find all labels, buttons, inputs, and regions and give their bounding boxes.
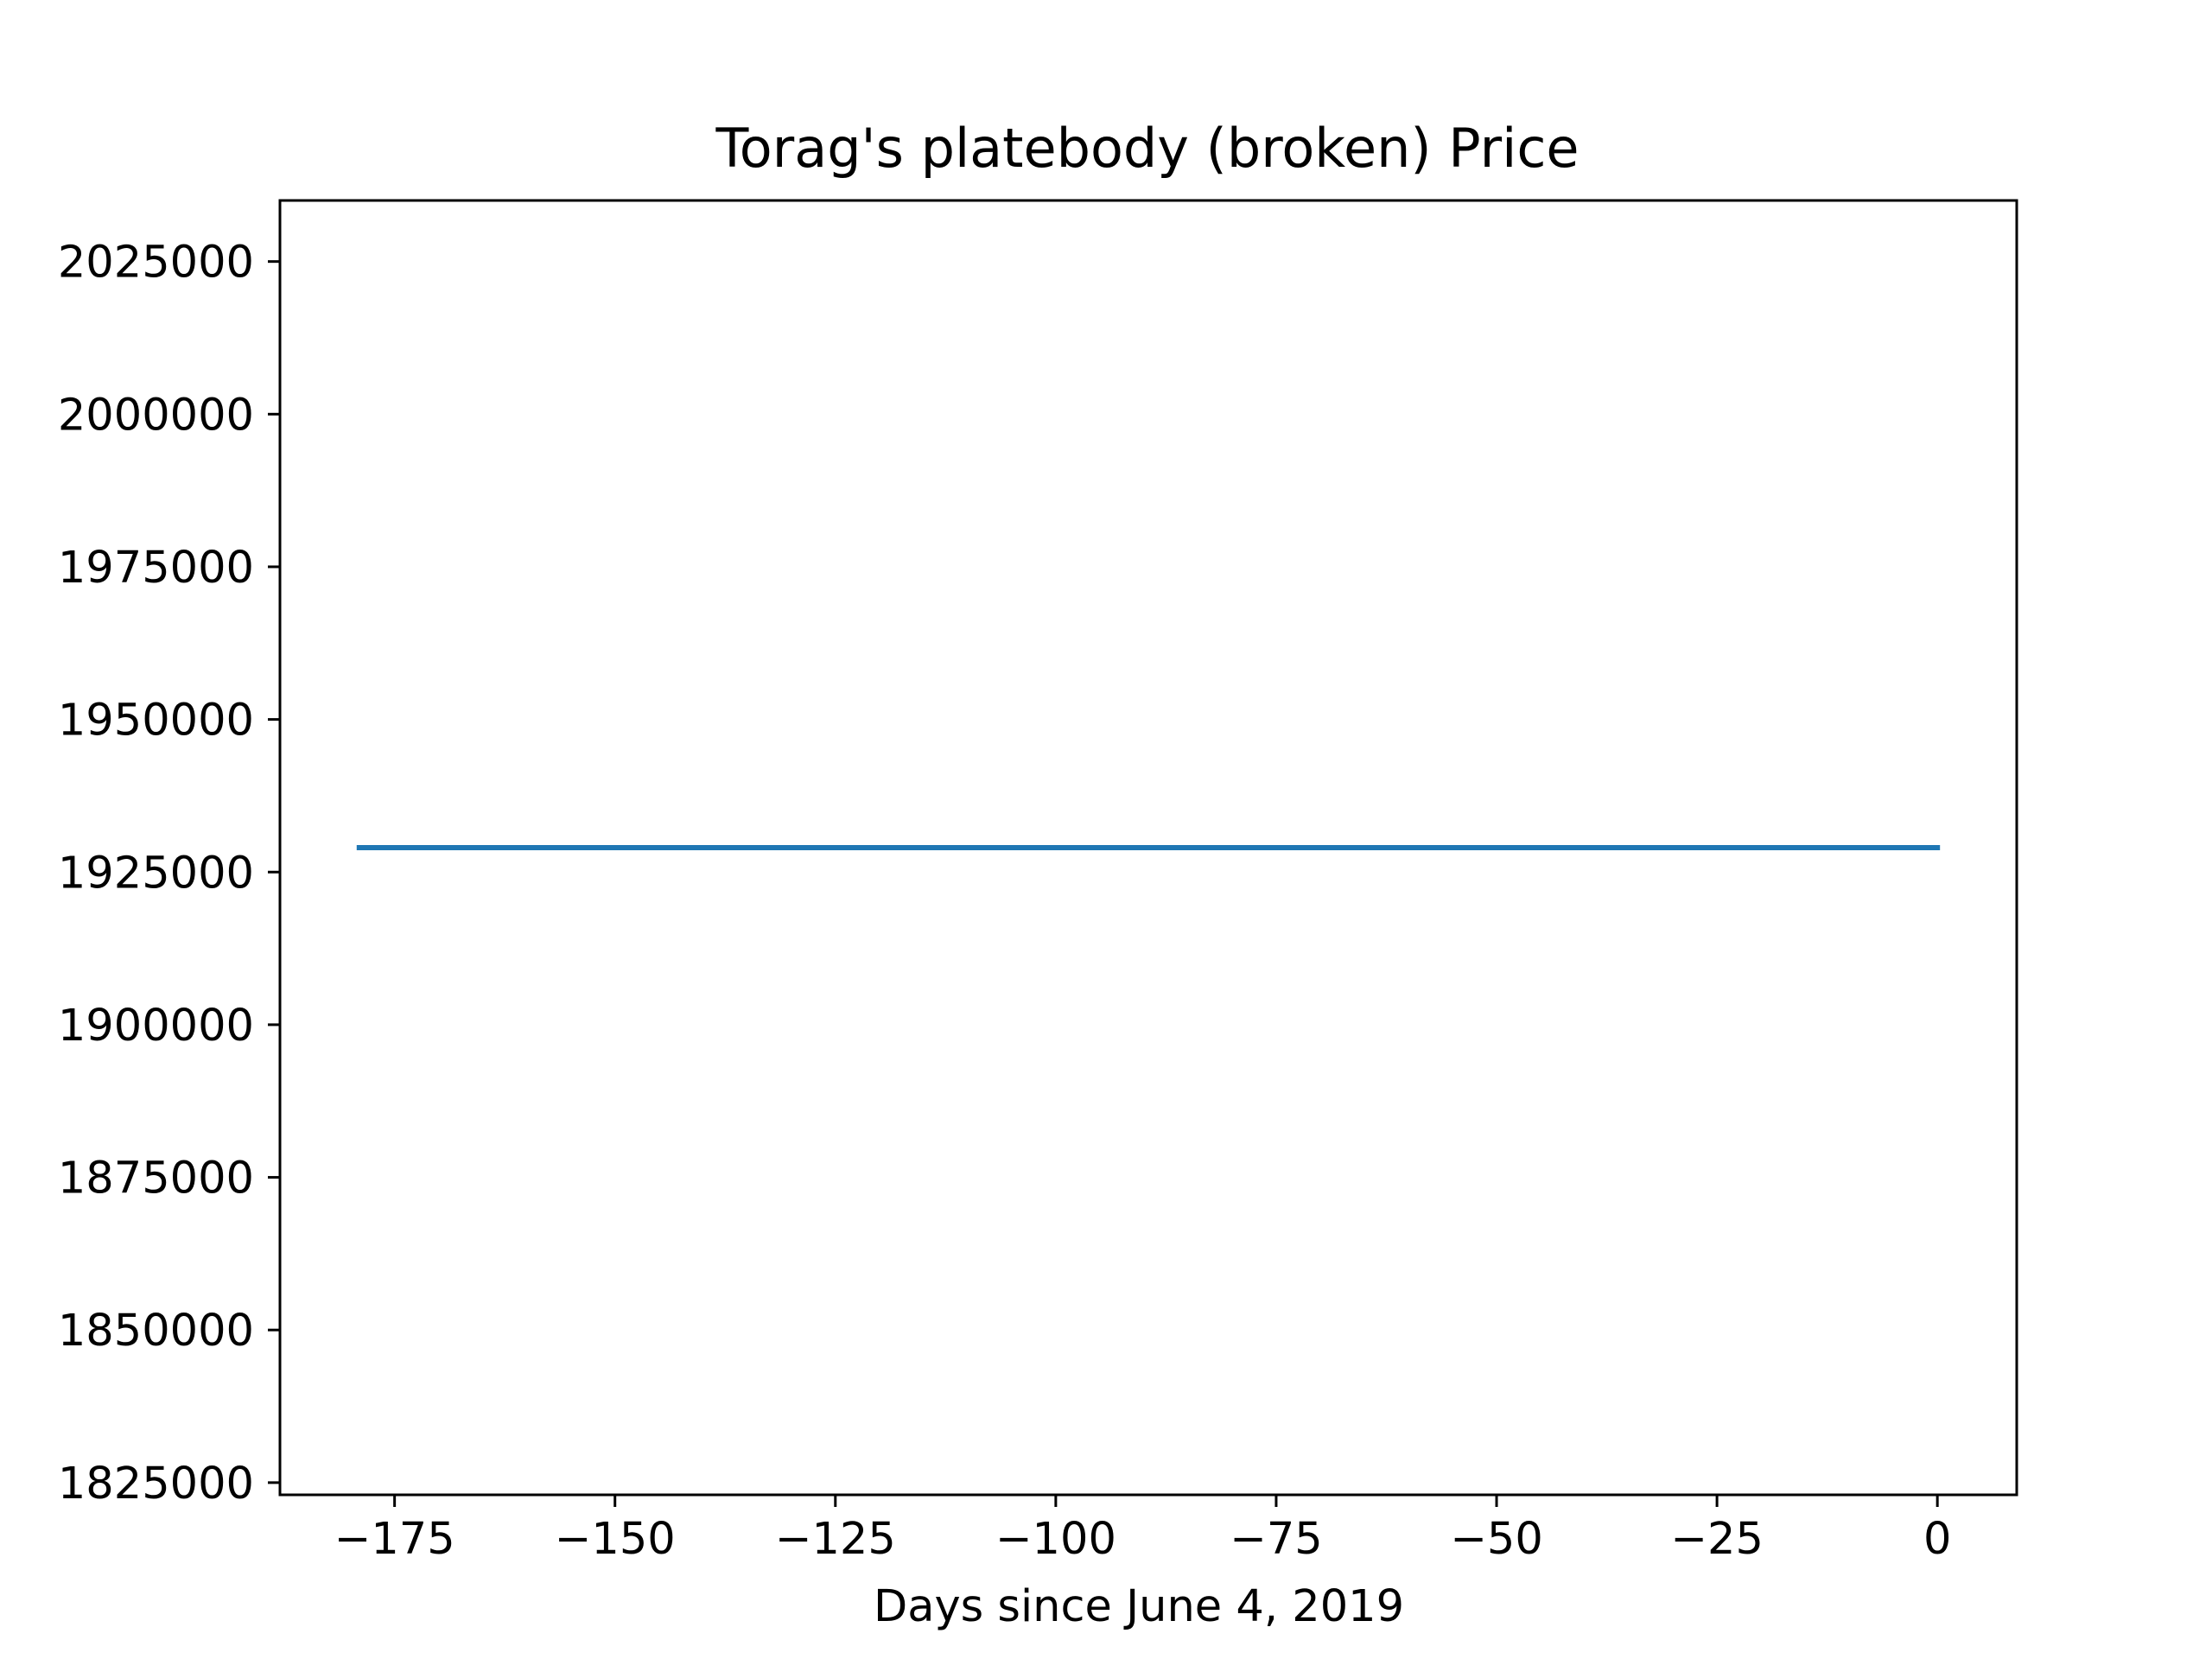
x-tick-label: −25 (1670, 1514, 1764, 1565)
x-tick-label: −125 (775, 1514, 896, 1565)
x-tick-label: −100 (995, 1514, 1116, 1565)
y-tick-label: 1825000 (58, 1459, 254, 1510)
x-tick-label: −150 (555, 1514, 676, 1565)
chart-title: Torag's platebody (broken) Price (715, 117, 1579, 180)
y-tick-label: 1975000 (58, 543, 254, 594)
y-tick-label: 2000000 (58, 390, 254, 441)
plot-frame (278, 199, 2018, 1497)
y-tick-label: 1875000 (58, 1154, 254, 1205)
x-tick-label: 0 (1923, 1514, 1951, 1565)
x-tick-label: −50 (1450, 1514, 1543, 1565)
y-tick-label: 1950000 (58, 696, 254, 747)
x-axis-title: Days since June 4, 2019 (874, 1581, 1404, 1632)
y-tick-label: 1850000 (58, 1306, 254, 1357)
x-axis: −175 −150 −125 −100 −75 −50 −25 0 (334, 1495, 1951, 1565)
y-tick-label: 2025000 (58, 238, 254, 289)
x-tick-label: −175 (334, 1514, 455, 1565)
y-axis: 1825000 1850000 1875000 1900000 1925000 19500… (58, 238, 280, 1510)
x-tick-label: −75 (1230, 1514, 1323, 1565)
plot-area (278, 199, 2018, 1497)
y-tick-label: 1900000 (58, 1001, 254, 1052)
y-tick-label: 1925000 (58, 848, 254, 899)
